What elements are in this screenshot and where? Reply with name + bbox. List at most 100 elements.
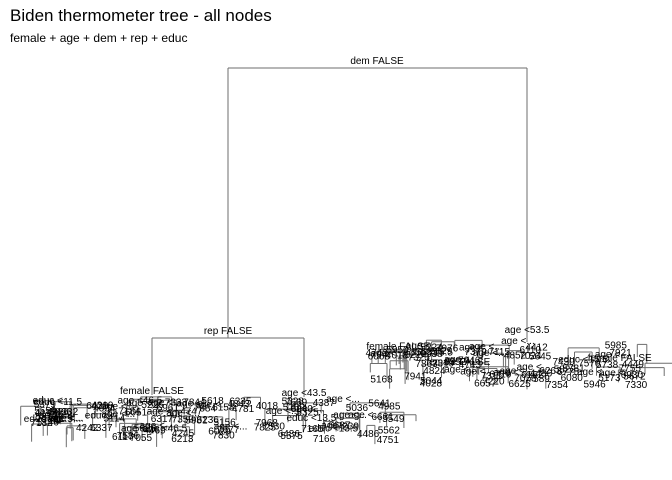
deep-node-label: educ <15.5 (403, 347, 453, 358)
leaf-value-label: 6638 (420, 349, 443, 360)
leaf-value-label: 4449 (622, 360, 645, 371)
deep-node-label: age <... (501, 336, 535, 347)
leaf-value-label: 4232 (56, 407, 79, 418)
deep-node-label: age <... (214, 421, 248, 432)
leaf-value-label: 5114 (104, 414, 126, 425)
leaf-value-label: 5168 (370, 374, 393, 385)
deep-node-label: age <46.5 (118, 396, 163, 407)
leaf-value-label: 4387 (313, 398, 336, 409)
deep-node-label: age <... (266, 406, 300, 417)
leaf-value-label: 7884 (194, 404, 217, 415)
leaf-value-label: 7319 (432, 359, 455, 370)
deep-nodes-cluster-left: educ <... age <...age <...age <...educ <1… (20, 394, 417, 448)
leaf-value-label: 6110 (520, 345, 542, 356)
deep-node-label: age <... (599, 368, 633, 379)
leaf-value-label: 4781 (232, 404, 255, 415)
leaf-value-label: 7586 (117, 431, 140, 442)
leaf-value-label: 6068 (368, 352, 391, 363)
leaf-value-label: 5328 (282, 397, 305, 408)
leaf-value-label: 7184 (118, 407, 141, 418)
leaf-value-label: 6352 (444, 357, 467, 368)
deep-node-label: educ <11.5 (24, 414, 73, 425)
deep-node-label: age <... (48, 414, 82, 425)
leaf-value-label: 7323 (408, 352, 431, 363)
deep-node-label: age <... (473, 348, 507, 359)
leaf-value-label: 5626 (134, 424, 157, 435)
leaf-value-label: 6029 (208, 427, 231, 438)
leaf-value-label: 7968 (256, 418, 279, 429)
leaf-value-label: 5044 (420, 376, 443, 387)
deep-node-label: age <... (460, 366, 494, 377)
leaf-value-label: 6317 (151, 414, 174, 425)
deep-node-label: age <... (291, 404, 325, 415)
leaf-value-label: 4843 (228, 399, 251, 410)
leaf-value-label: 6162 (521, 370, 544, 381)
leaf-value-label: 7430 (553, 357, 576, 368)
leaf-value-label: 6337 (90, 423, 113, 434)
deep-node-label: age <... (126, 398, 160, 409)
deep-node-label: age <... (444, 364, 478, 375)
deep-node-label: age <... (326, 394, 360, 405)
deep-node-label: age <... (101, 402, 135, 413)
leaf-value-label: 7333 (165, 397, 188, 408)
leaf-value-label: 7115 (489, 347, 511, 358)
leaf-value-label: 4412 (525, 343, 548, 354)
leaf-value-label: 7354 (546, 380, 569, 391)
deep-node-label: educ <... (85, 411, 124, 422)
leaf-value-label: 7530 (263, 422, 286, 433)
deep-node-label: educ <13.5 (308, 423, 358, 434)
leaf-value-label: 7379 (464, 347, 487, 358)
deep-node-label: age <... (147, 407, 181, 418)
leaf-value-label: 6240 (291, 404, 314, 415)
right-split-label: age <53.5 (505, 325, 550, 336)
leaf-value-label: 4117 (35, 408, 57, 419)
leaf-value-label: 4436 (530, 368, 553, 379)
deep-node-label: age <... (195, 399, 229, 410)
deep-node-label: age <... (444, 355, 478, 366)
leaf-value-label: 7220 (482, 377, 505, 388)
deep-node-label: age <... (102, 409, 136, 420)
leaf-value-label: 4018 (386, 350, 409, 361)
leaf-value-label: 4018 (256, 401, 279, 412)
leaf-value-label: 7570 (578, 359, 601, 370)
deep-node-label: educ <... (33, 396, 72, 407)
leaf-value-label: 5146 (37, 418, 60, 429)
leaf-value-label: 7359 (172, 415, 195, 426)
chart-title: Biden thermometer tree - all nodes (10, 6, 272, 25)
leaf-value-label: 6657 (474, 379, 497, 390)
leaf-value-label: 6631 (372, 412, 395, 423)
deep-node-label: age <... (333, 410, 367, 421)
leaf-value-label: 5224 (420, 343, 443, 354)
leaf-value-label: 5866 (50, 407, 73, 418)
root-split-label: dem FALSE (350, 56, 404, 67)
deep-node-label: female FALSE (588, 353, 652, 364)
deep-node-label: age <... (595, 350, 629, 361)
left-right-split-label: age <43.5 (282, 388, 327, 399)
deep-node-label: female FALSE (426, 357, 490, 368)
leaf-value-label: 4486 (357, 429, 380, 440)
leaf-value-label: 4852 (504, 351, 527, 362)
deep-node-label: age <... (50, 413, 84, 424)
deep-node-label: female FALSE (366, 342, 430, 353)
leaf-value-label: 5950 (386, 345, 409, 356)
deep-node-label: age <... (166, 408, 200, 419)
leaf-value-label: 5313 (35, 412, 58, 423)
deep-node-label: age <... (406, 341, 440, 352)
leaf-value-label: 7941 (404, 371, 427, 382)
left-split-label: rep FALSE (204, 326, 253, 337)
leaf-value-label: 5738 (596, 360, 619, 371)
leaf-value-label: 6719 (489, 369, 512, 380)
leaf-value-label: 6051 (125, 407, 148, 418)
deep-node-label: age <... (121, 423, 155, 434)
leaf-value-label: 4469 (143, 426, 166, 437)
leaf-value-label: 6080 (561, 373, 584, 384)
leaf-value-label: 6687 (328, 421, 351, 432)
leaf-value-label: 5549 (382, 414, 405, 425)
leaf-value-label: 4751 (377, 435, 400, 446)
leaf-value-label: 5214 (405, 350, 428, 361)
leaf-value-label: 6158 (212, 403, 235, 414)
leaf-value-label: 7330 (625, 380, 648, 391)
deep-node-label: age <... (148, 398, 182, 409)
leaf-value-label: 5946 (584, 379, 607, 390)
